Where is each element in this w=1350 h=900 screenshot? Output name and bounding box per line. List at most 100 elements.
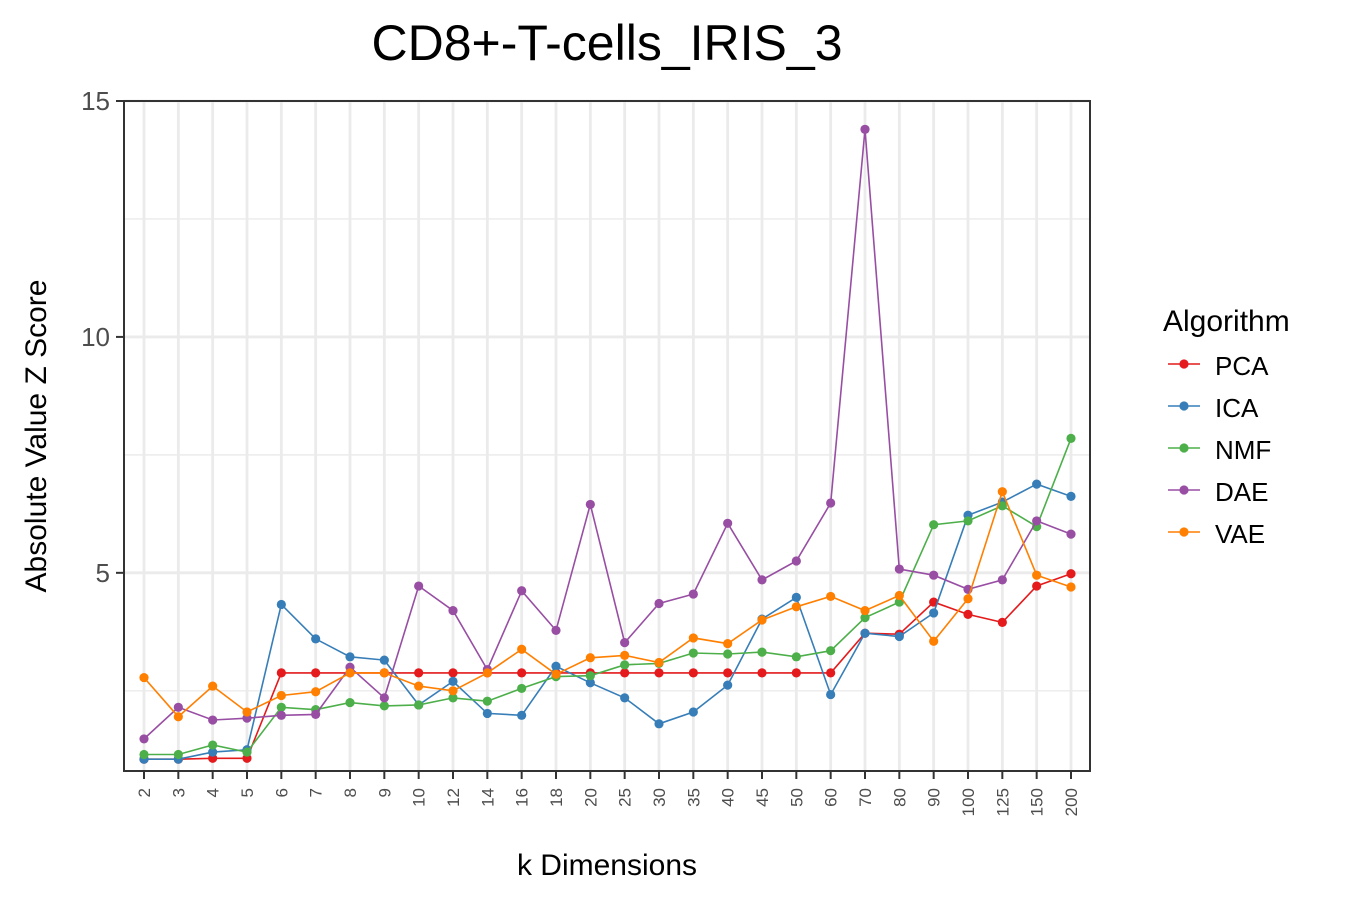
data-point-ica	[276, 599, 286, 610]
data-point-ica	[929, 608, 939, 618]
data-point-ica	[1032, 479, 1042, 489]
data-point-vae	[723, 639, 733, 649]
data-point-pca	[757, 668, 767, 678]
data-point-nmf	[208, 740, 218, 750]
x-tick-label: 125	[993, 788, 1012, 816]
x-tick-label: 40	[719, 788, 738, 807]
data-point-ica	[379, 655, 389, 665]
data-point-ica	[723, 680, 733, 690]
data-point-dae	[929, 570, 939, 580]
x-axis-title: k Dimensions	[517, 849, 697, 882]
x-tick-label: 3	[169, 788, 188, 797]
x-tick-label: 18	[547, 788, 566, 807]
data-point-vae	[791, 602, 801, 612]
plot-border	[123, 100, 1091, 772]
x-tick-label: 150	[1028, 788, 1047, 816]
data-point-nmf	[448, 693, 458, 703]
x-tick-label: 8	[341, 788, 360, 797]
x-tick-label: 25	[616, 788, 635, 807]
data-point-pca	[414, 668, 424, 678]
data-point-pca	[723, 668, 733, 678]
legend-key-vae	[1168, 527, 1200, 537]
data-point-nmf	[688, 648, 698, 658]
data-point-pca	[1032, 581, 1042, 591]
x-tick-label: 45	[753, 788, 772, 807]
data-point-ica	[448, 676, 458, 686]
x-tick-label: 35	[684, 788, 703, 807]
data-point-ica	[894, 631, 904, 642]
legend-title: Algorithm	[1163, 305, 1290, 338]
x-tick-label: 2	[135, 788, 154, 797]
x-tick-label: 5	[238, 788, 257, 797]
data-point-vae	[139, 672, 149, 683]
x-tick-label: 14	[478, 788, 497, 807]
data-point-vae	[242, 707, 252, 717]
data-point-dae	[688, 589, 698, 599]
y-axis-title: Absolute Value Z Score	[20, 280, 53, 593]
y-tick-label: 10	[81, 322, 110, 352]
x-tick-label: 7	[307, 788, 326, 797]
data-point-nmf	[997, 501, 1007, 511]
data-point-vae	[963, 594, 973, 604]
data-point-nmf	[517, 683, 527, 694]
x-tick-label: 20	[581, 788, 600, 807]
data-point-nmf	[276, 702, 286, 712]
y-tick-label: 5	[96, 558, 110, 588]
data-point-ica	[482, 708, 492, 719]
legend-key-dae	[1168, 485, 1200, 495]
data-point-dae	[208, 715, 218, 725]
x-tick-label: 9	[375, 788, 394, 797]
data-point-vae	[688, 633, 698, 643]
data-point-pca	[448, 668, 458, 678]
series-line-ica	[144, 483, 1072, 761]
data-point-vae	[860, 605, 870, 616]
data-point-ica	[311, 634, 321, 644]
data-point-vae	[1032, 570, 1042, 580]
data-point-nmf	[791, 652, 801, 662]
data-point-nmf	[723, 649, 733, 659]
x-tick-label: 6	[272, 788, 291, 797]
data-point-pca	[963, 609, 973, 619]
data-point-ica	[551, 661, 561, 671]
data-point-pca	[688, 668, 698, 678]
data-point-pca	[997, 617, 1007, 627]
data-point-dae	[585, 499, 595, 510]
data-point-nmf	[242, 747, 252, 757]
data-point-dae	[1066, 529, 1076, 539]
data-point-vae	[997, 487, 1007, 497]
data-point-vae	[173, 712, 183, 722]
data-point-pca	[791, 668, 801, 678]
data-point-ica	[826, 689, 836, 700]
series-nmf	[139, 433, 1076, 760]
data-point-nmf	[826, 646, 836, 656]
data-point-dae	[997, 575, 1007, 585]
legend-key-ica	[1168, 401, 1200, 411]
data-point-nmf	[929, 520, 939, 530]
data-point-dae	[276, 710, 286, 720]
data-point-vae	[929, 636, 939, 646]
data-point-vae	[894, 590, 904, 601]
chart-title: CD8+-T-cells_IRIS_3	[371, 15, 843, 71]
data-point-pca	[276, 668, 286, 678]
data-point-pca	[654, 668, 664, 678]
data-point-nmf	[620, 660, 630, 670]
data-point-nmf	[963, 516, 973, 526]
data-point-nmf	[414, 700, 424, 710]
data-point-dae	[139, 734, 149, 744]
data-point-ica	[585, 678, 595, 688]
legend-item-pca: PCA	[1163, 343, 1290, 385]
legend-item-dae: DAE	[1163, 469, 1290, 511]
legend-label: DAE	[1215, 477, 1269, 507]
data-point-vae	[757, 615, 767, 625]
x-tick-label: 16	[513, 788, 532, 807]
data-point-vae	[414, 681, 424, 691]
data-point-vae	[345, 668, 355, 678]
legend-key-pca	[1168, 359, 1200, 369]
x-tick-label: 90	[925, 788, 944, 807]
legend-item-vae: VAE	[1163, 511, 1290, 553]
data-point-dae	[723, 518, 733, 528]
legend-item-ica: ICA	[1163, 385, 1290, 427]
data-point-vae	[826, 591, 836, 602]
data-point-pca	[1066, 569, 1076, 579]
